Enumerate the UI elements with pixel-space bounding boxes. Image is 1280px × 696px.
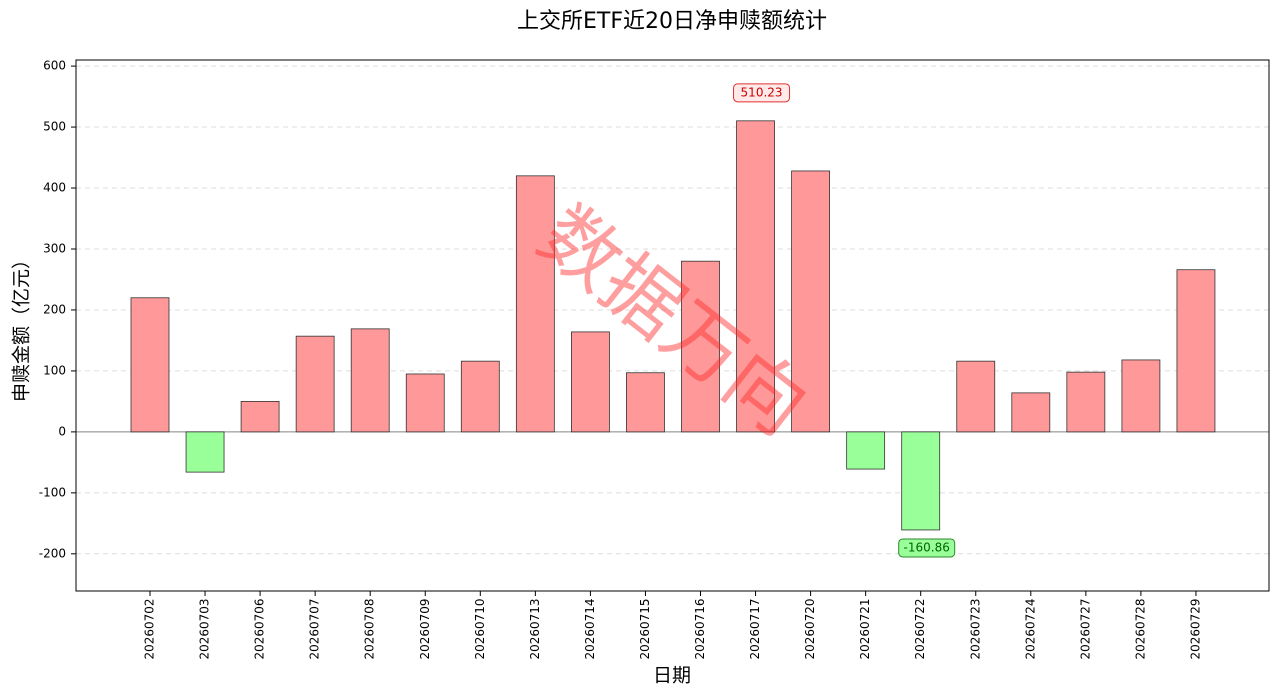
x-tick-label: 20260721 [858,598,872,659]
x-tick-label: 20260724 [1023,598,1037,659]
x-tick-label: 20260714 [583,598,597,659]
bar [956,360,996,433]
y-tick-label: 0 [58,424,66,438]
y-tick-label: -200 [39,546,66,560]
bar [515,175,555,433]
value-label-box [733,83,791,103]
x-tick-label: 20260728 [1133,598,1147,659]
y-tick-label: 300 [43,241,66,255]
bar [626,372,665,433]
y-tick-label: 100 [43,363,66,377]
value-label: 510.23 [741,85,783,99]
bar [1121,359,1161,433]
value-label: -160.86 [904,540,950,554]
x-axis-label: 日期 [653,665,691,687]
bar [240,401,280,433]
x-tick-label: 20260703 [198,598,212,659]
bar [1011,392,1051,433]
watermark: 数据万向 [522,190,823,453]
x-tick-label: 20260710 [473,598,487,659]
y-tick-label: 400 [43,181,66,195]
bar [736,120,775,433]
bar [846,431,886,470]
bar [130,297,170,433]
x-tick-label: 20260707 [308,598,322,659]
x-tick-label: 20260708 [363,598,377,659]
bar [350,328,390,433]
y-tick-label: 200 [43,302,66,316]
bar [460,360,500,433]
bar [295,335,335,433]
x-tick-label: 20260709 [418,598,432,659]
x-tick-label: 20260722 [913,598,927,659]
x-tick-label: 20260702 [143,598,157,659]
chart-title: 上交所ETF近20日净申赎额统计 [517,9,827,34]
bar [1176,269,1216,433]
y-tick-label: -100 [39,485,66,499]
bar [405,373,445,433]
bar [681,260,720,433]
bar [1066,371,1106,433]
x-tick-label: 20260715 [638,598,652,659]
plot-frame [75,59,1270,592]
y-tick-label: 500 [43,120,66,134]
x-tick-label: 20260727 [1078,598,1092,659]
x-tick-label: 20260713 [528,598,542,659]
x-tick-label: 20260716 [693,598,707,659]
bar [571,331,610,433]
bar [185,431,225,473]
value-label-box [898,538,956,558]
bar [901,431,941,531]
bar [791,170,830,433]
y-tick-label: 600 [43,59,66,73]
x-tick-label: 20260717 [748,598,762,659]
x-tick-label: 20260729 [1188,598,1202,659]
x-tick-label: 20260706 [253,598,267,659]
x-tick-label: 20260720 [803,598,817,659]
y-axis-label: 申赎金额（亿元） [11,250,33,402]
x-tick-label: 20260723 [968,598,982,659]
